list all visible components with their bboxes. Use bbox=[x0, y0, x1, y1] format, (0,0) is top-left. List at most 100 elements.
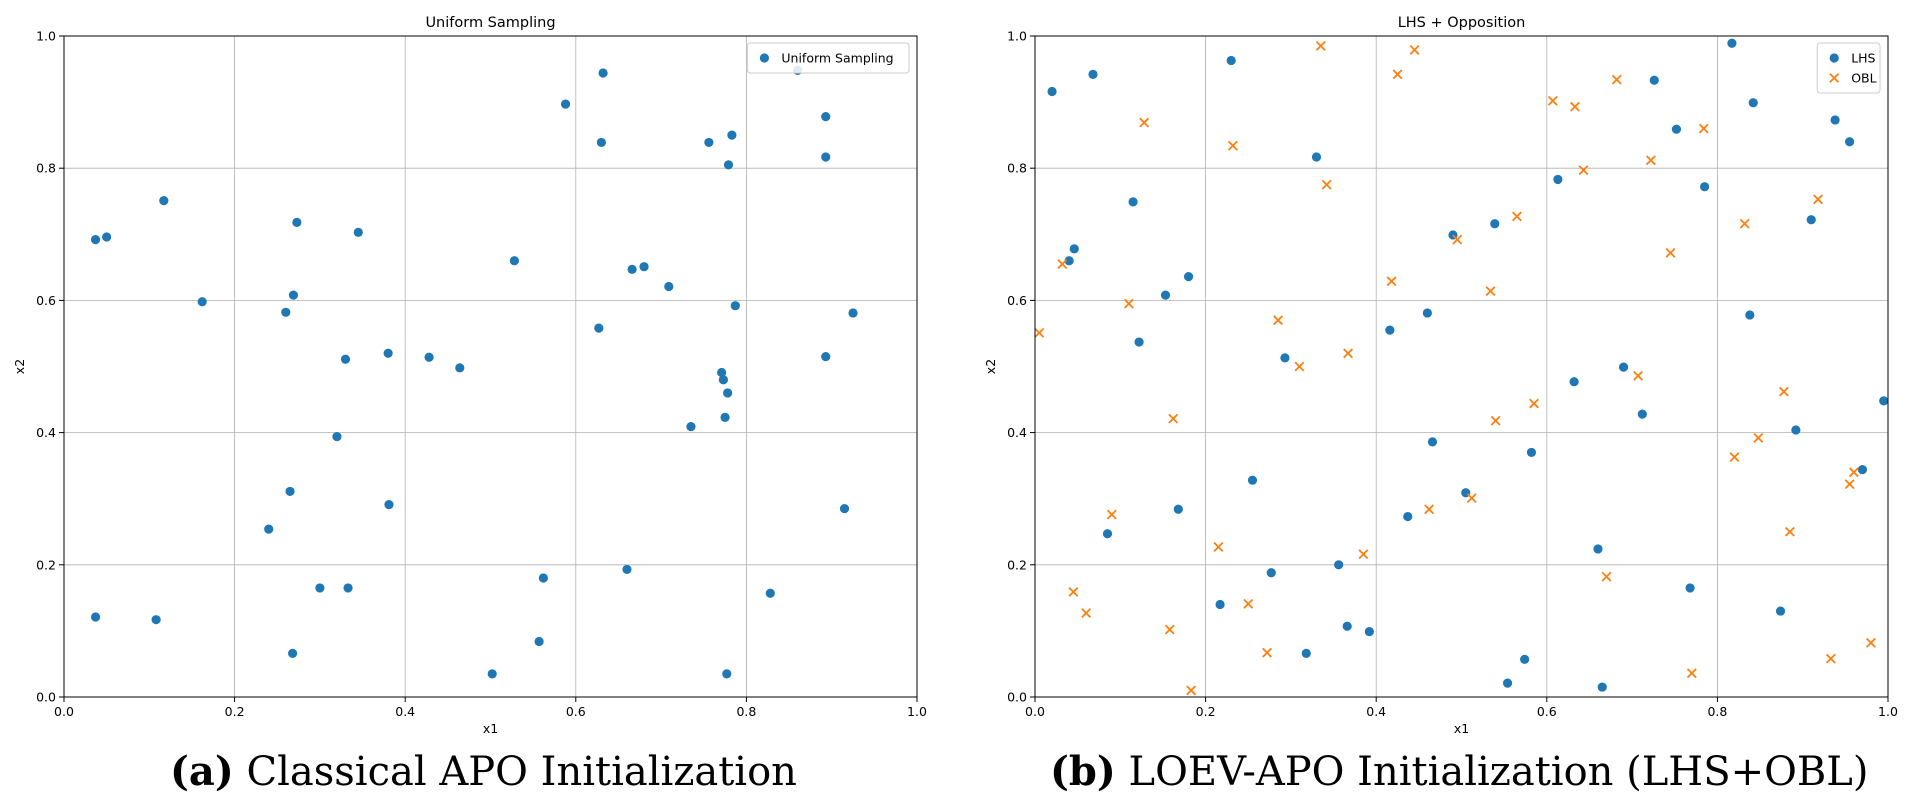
data-point bbox=[455, 363, 465, 373]
data-point bbox=[1064, 256, 1074, 266]
data-point bbox=[353, 227, 363, 237]
data-point-x bbox=[1315, 40, 1326, 51]
data-point bbox=[717, 367, 727, 378]
data-point bbox=[343, 583, 353, 593]
data-point bbox=[285, 486, 295, 497]
data-point bbox=[1364, 626, 1374, 637]
legend: Uniform Sampling bbox=[746, 42, 910, 74]
data-point-x bbox=[1698, 123, 1709, 134]
series-obl bbox=[1034, 40, 1876, 696]
y-tick-label: 0.4 bbox=[36, 425, 56, 440]
data-point bbox=[159, 195, 169, 206]
data-point bbox=[596, 137, 606, 148]
caption-b-text: LOEV-APO Initialization (LHS+OBL) bbox=[1115, 749, 1869, 795]
data-point bbox=[1526, 447, 1537, 458]
data-point bbox=[704, 137, 714, 148]
data-point bbox=[821, 351, 831, 362]
data-point bbox=[622, 564, 632, 575]
data-point-x bbox=[1409, 44, 1420, 55]
data-point bbox=[1226, 55, 1236, 66]
caption-b-label: (b) bbox=[1050, 748, 1116, 795]
data-point bbox=[686, 422, 696, 432]
data-point-x bbox=[1227, 140, 1238, 151]
data-point bbox=[197, 297, 207, 307]
y-tick-label: 0.0 bbox=[36, 690, 56, 705]
data-point bbox=[151, 615, 161, 625]
data-point-x bbox=[1825, 653, 1836, 664]
data-point bbox=[1520, 654, 1530, 664]
x-tick-label: 0.2 bbox=[225, 704, 245, 719]
data-point bbox=[1215, 599, 1225, 610]
data-point bbox=[1685, 583, 1695, 593]
data-point-x bbox=[1633, 370, 1644, 381]
caption-b: (b) LOEV-APO Initialization (LHS+OBL) bbox=[1050, 748, 1868, 795]
data-point-x bbox=[1123, 298, 1134, 309]
chart-1: 0.0 0.2 0.4 0.6 0.8 1.0 0.0 0.2 0.4 0.6 0.8 1.0 Unif… bbox=[12, 15, 927, 736]
data-point bbox=[1069, 244, 1079, 254]
data-point bbox=[1334, 560, 1344, 570]
data-point-x bbox=[1778, 386, 1789, 397]
chart-2: 0.0 0.2 0.4 0.6 0.8 1.0 0.0 0.2 0.4 0.6 0.8 1.0 LHS … bbox=[983, 15, 1898, 736]
data-point bbox=[538, 573, 548, 583]
data-point bbox=[1247, 475, 1258, 485]
data-point bbox=[1593, 544, 1603, 554]
x-tick-label: 0.6 bbox=[566, 704, 586, 719]
data-point bbox=[1102, 529, 1113, 539]
data-point bbox=[722, 669, 732, 679]
data-point-x bbox=[1452, 234, 1463, 245]
data-point-x bbox=[1343, 348, 1353, 359]
y-tick-label: 1.0 bbox=[36, 29, 56, 44]
x-axis-label: x1 bbox=[1454, 721, 1469, 736]
y-tick-label: 0.8 bbox=[1007, 161, 1027, 176]
data-point bbox=[90, 612, 101, 622]
data-point bbox=[1830, 115, 1840, 125]
data-point-x bbox=[1321, 179, 1332, 190]
data-point-x bbox=[1729, 452, 1740, 462]
data-point-x bbox=[1186, 685, 1197, 696]
data-point-x bbox=[1386, 276, 1397, 287]
x-tick-label: 0.0 bbox=[1025, 704, 1045, 719]
data-point-x bbox=[1392, 69, 1403, 80]
caption-a: (a) Classical APO Initialization bbox=[170, 748, 797, 795]
data-point bbox=[1173, 504, 1183, 514]
data-point-x bbox=[1068, 586, 1079, 597]
x-tick-label: 0.2 bbox=[1196, 704, 1216, 719]
data-point-x bbox=[1139, 117, 1150, 128]
data-point bbox=[487, 669, 497, 679]
data-point bbox=[720, 412, 730, 422]
x-tick-label: 0.4 bbox=[395, 704, 415, 719]
data-point-x bbox=[1490, 415, 1501, 426]
x-tick-label: 0.8 bbox=[1707, 704, 1727, 719]
data-point bbox=[727, 130, 737, 140]
x-tick-label: 0.8 bbox=[736, 704, 756, 719]
data-point bbox=[1857, 465, 1868, 475]
data-point bbox=[384, 500, 394, 510]
data-point-x bbox=[1578, 165, 1589, 176]
data-point-x bbox=[1057, 259, 1068, 269]
data-point bbox=[627, 264, 637, 274]
data-point bbox=[730, 301, 740, 311]
data-point bbox=[598, 68, 608, 78]
data-point bbox=[1569, 377, 1579, 387]
data-point-x bbox=[1848, 467, 1859, 478]
x-tick-label: 0.0 bbox=[54, 704, 74, 719]
data-point bbox=[288, 290, 299, 300]
data-point bbox=[1422, 308, 1432, 318]
data-point bbox=[1128, 197, 1138, 207]
data-point bbox=[332, 431, 342, 442]
data-point bbox=[102, 232, 112, 242]
data-point bbox=[1088, 69, 1098, 79]
data-point bbox=[1745, 310, 1755, 320]
data-point bbox=[1845, 137, 1855, 147]
data-point bbox=[1342, 621, 1352, 631]
data-point bbox=[1280, 353, 1290, 363]
data-point bbox=[1266, 568, 1276, 578]
data-point bbox=[1700, 182, 1710, 192]
y-tick-label: 0.0 bbox=[1007, 690, 1027, 705]
data-point bbox=[723, 160, 734, 170]
data-point-x bbox=[1844, 479, 1855, 490]
data-point bbox=[1427, 437, 1438, 447]
data-point-x bbox=[1686, 668, 1697, 679]
data-point bbox=[1748, 98, 1758, 108]
legend-marker bbox=[1829, 53, 1839, 63]
